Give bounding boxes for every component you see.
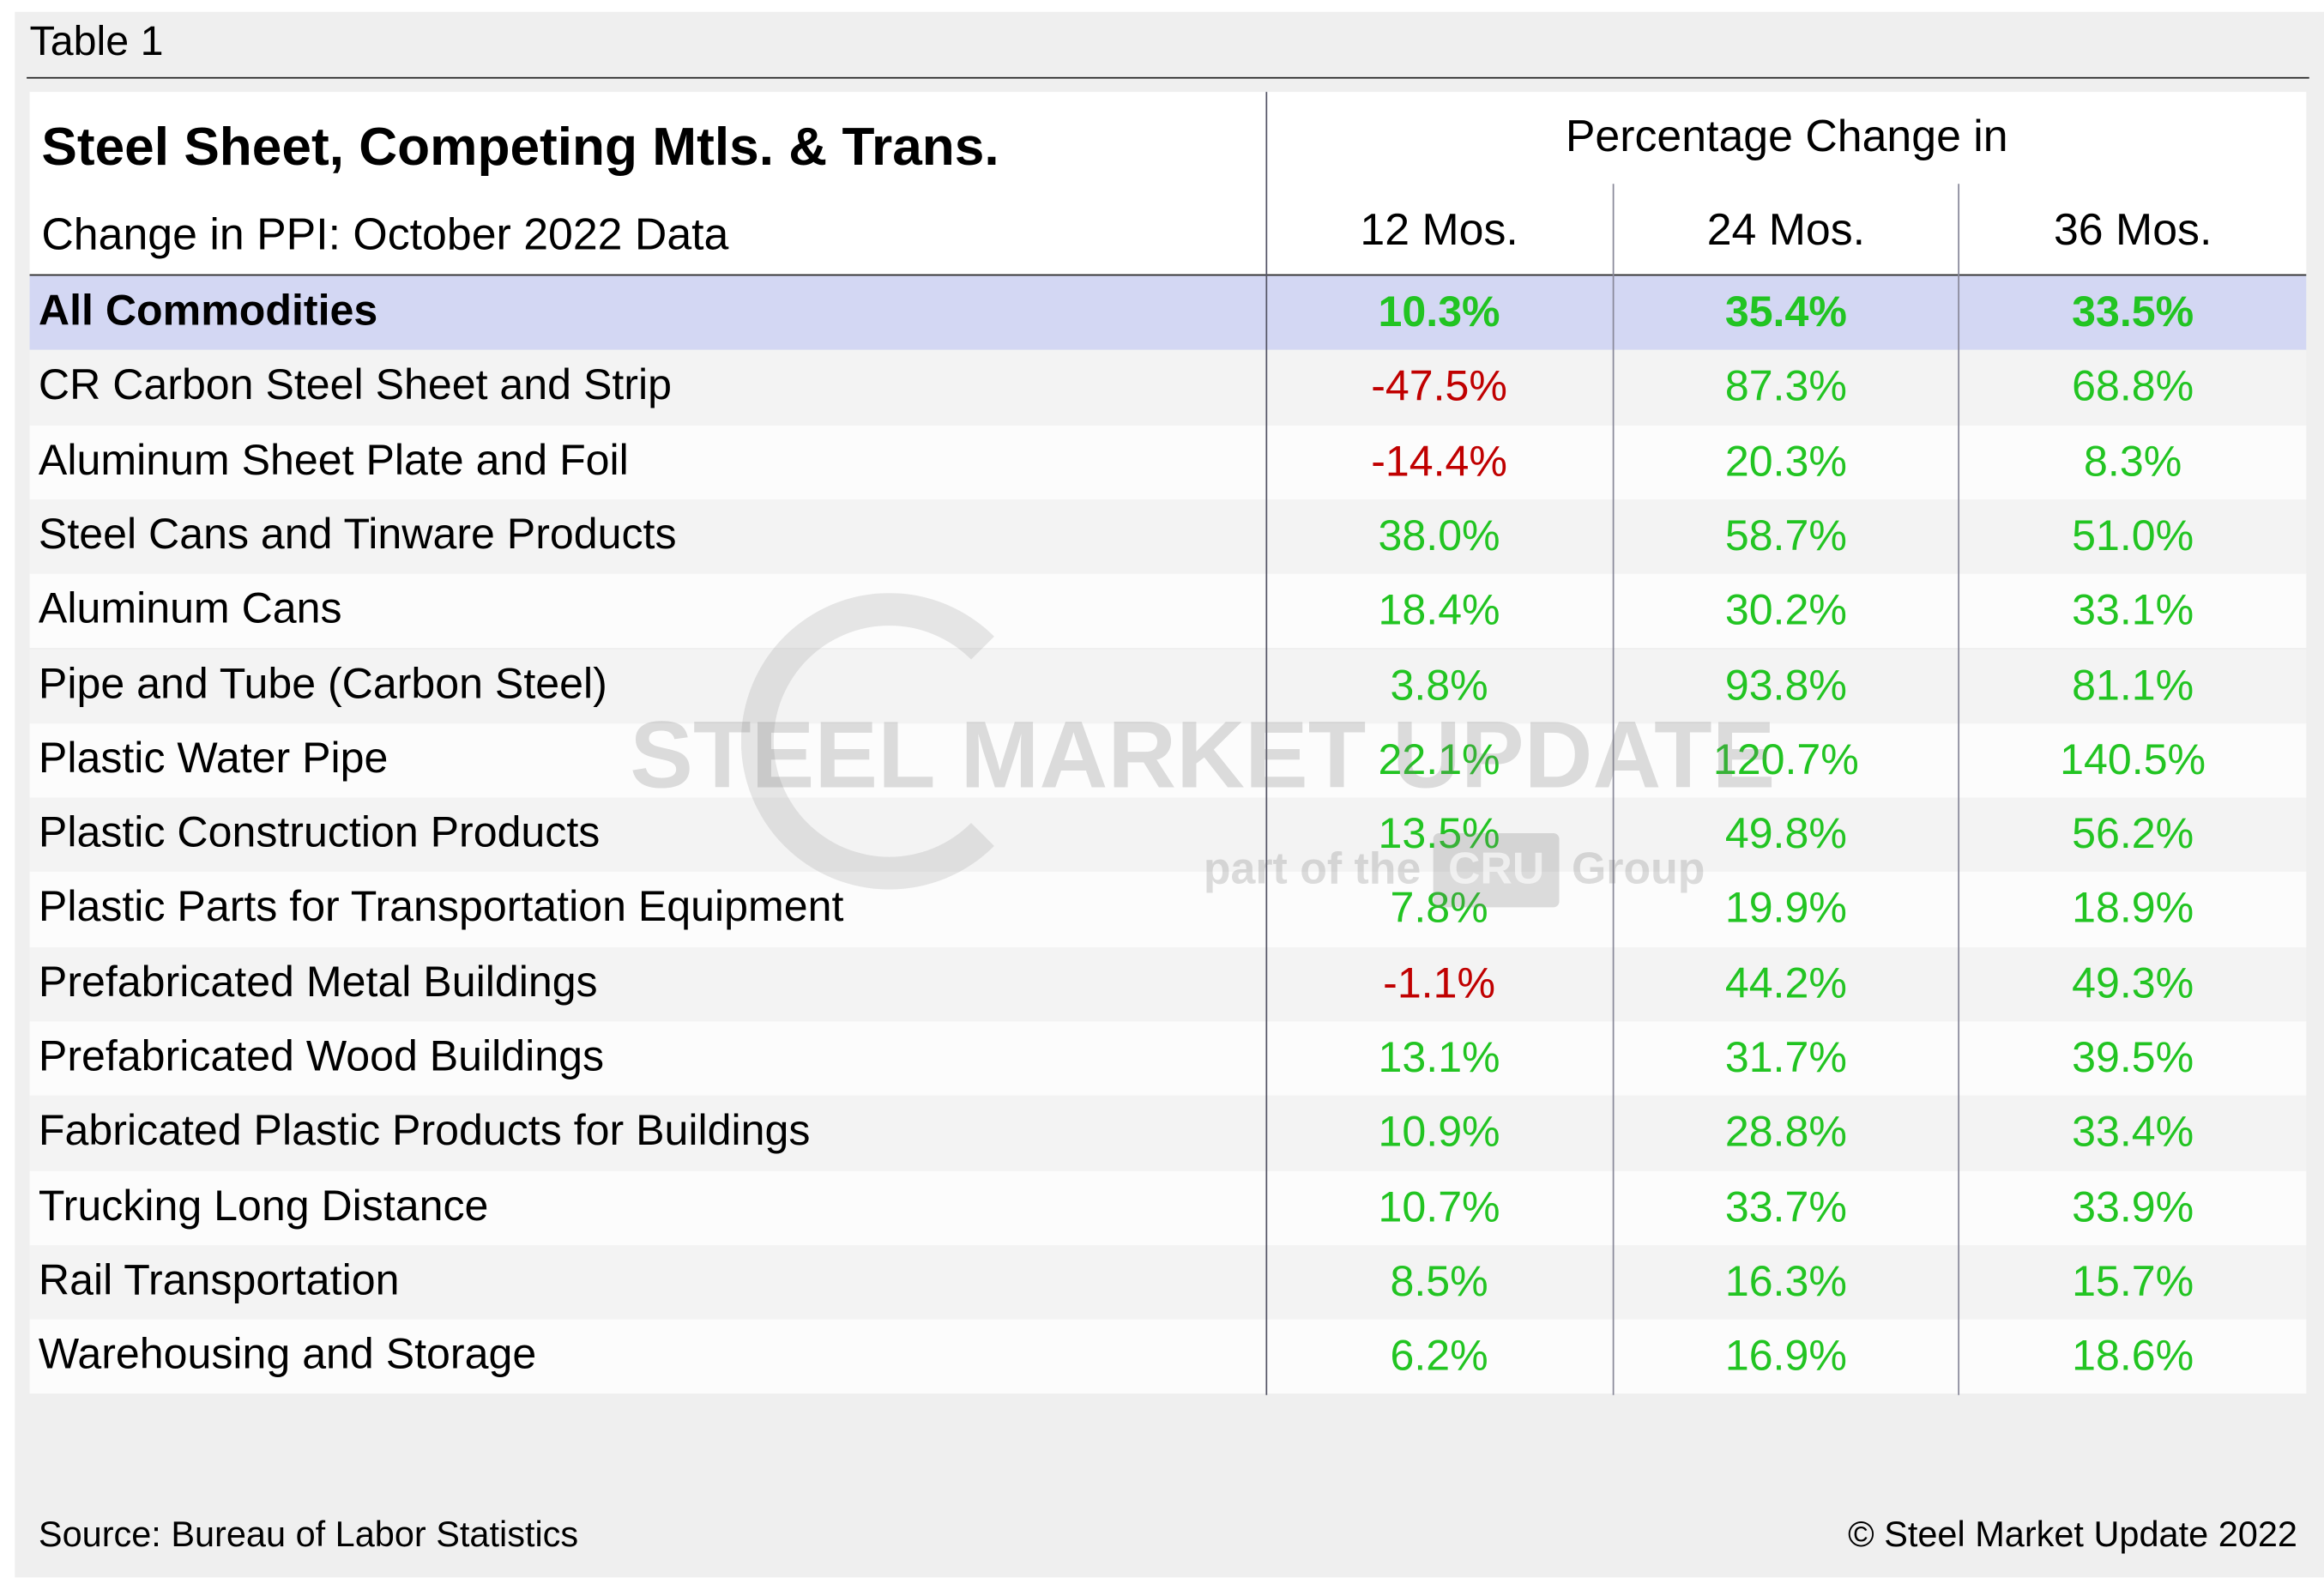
- copyright: © Steel Market Update 2022: [1848, 1515, 2297, 1556]
- table-label: Table 1: [29, 17, 164, 64]
- cell-value: 120.7%: [1712, 736, 1859, 784]
- row-label: Fabricated Plastic Products for Building…: [38, 1108, 811, 1156]
- cell-value: 30.2%: [1724, 587, 1847, 635]
- cell-value: 8.5%: [1390, 1258, 1488, 1306]
- cell-value: 33.1%: [2072, 587, 2194, 635]
- rule: [27, 76, 2309, 79]
- cell-value: 18.6%: [2072, 1333, 2194, 1381]
- row-label: Prefabricated Metal Buildings: [38, 958, 598, 1007]
- cell-value: 22.1%: [1378, 736, 1500, 784]
- table-row: [29, 350, 2307, 426]
- cell-value: 10.9%: [1378, 1109, 1500, 1158]
- cell-value: 6.2%: [1390, 1333, 1488, 1381]
- cell-value: 44.2%: [1724, 960, 1847, 1008]
- column-divider: [1958, 184, 1960, 1395]
- cell-value: 8.3%: [2084, 438, 2182, 486]
- cell-value: 16.3%: [1724, 1258, 1847, 1306]
- row-label: Aluminum Cans: [38, 585, 342, 634]
- watermark-tagline: part of the CRU Group: [1203, 832, 1705, 908]
- cell-value: -1.1%: [1383, 960, 1496, 1008]
- row-label: Rail Transportation: [38, 1256, 400, 1305]
- table-row: [29, 499, 2307, 574]
- cell-value: 3.8%: [1390, 662, 1488, 710]
- header-bg: [29, 92, 2307, 275]
- cell-value: 7.8%: [1390, 886, 1488, 934]
- cell-value: 56.2%: [2072, 811, 2194, 859]
- cell-value: -14.4%: [1371, 438, 1507, 486]
- cell-value: 13.1%: [1378, 1034, 1500, 1083]
- cell-value: 13.5%: [1378, 811, 1500, 859]
- cell-value: 10.7%: [1378, 1183, 1500, 1232]
- cell-value: 28.8%: [1724, 1109, 1847, 1158]
- column-divider: [1265, 92, 1268, 1395]
- cell-value: 33.4%: [2072, 1109, 2194, 1158]
- table-subtitle: Change in PPI: October 2022 Data: [41, 210, 729, 260]
- cell-value: -47.5%: [1371, 363, 1507, 412]
- row-label: All Commodities: [38, 287, 378, 336]
- table-row: [29, 946, 2307, 1022]
- row-label: CR Carbon Steel Sheet and Strip: [38, 362, 672, 410]
- table-row: [29, 648, 2307, 723]
- table-row: [29, 1096, 2307, 1171]
- column-group: Percentage Change in: [1565, 112, 2008, 162]
- row-label: Pipe and Tube (Carbon Steel): [38, 660, 607, 708]
- cell-value: 38.0%: [1378, 512, 1500, 560]
- table-row: [29, 275, 2307, 351]
- table-row: [29, 425, 2307, 500]
- cell-value: 51.0%: [2072, 512, 2194, 560]
- cell-value: 19.9%: [1724, 886, 1847, 934]
- cell-value: 16.9%: [1724, 1333, 1847, 1381]
- cell-value: 33.5%: [2072, 288, 2194, 337]
- cell-value: 93.8%: [1724, 662, 1847, 710]
- column-divider: [1612, 184, 1615, 1395]
- table-row: [29, 1170, 2307, 1246]
- watermark-name: STEEL MARKET UPDATE: [630, 701, 1776, 808]
- table-row: [29, 872, 2307, 947]
- cell-value: 49.3%: [2072, 960, 2194, 1008]
- table-row: [29, 1021, 2307, 1097]
- row-label: Trucking Long Distance: [38, 1182, 489, 1230]
- cell-value: 33.7%: [1724, 1183, 1847, 1232]
- column-header: 36 Mos.: [2053, 206, 2212, 256]
- row-label: Plastic Water Pipe: [38, 735, 389, 783]
- cell-value: 18.9%: [2072, 886, 2194, 934]
- row-label: Prefabricated Wood Buildings: [38, 1033, 605, 1081]
- table-row: [29, 573, 2307, 649]
- row-label: Warehousing and Storage: [38, 1331, 537, 1380]
- column-header: 12 Mos.: [1360, 206, 1518, 256]
- cell-value: 58.7%: [1724, 512, 1847, 560]
- table-row: [29, 1245, 2307, 1320]
- row-label: Plastic Parts for Transportation Equipme…: [38, 884, 844, 932]
- cell-value: 31.7%: [1724, 1034, 1847, 1083]
- source: Source: Bureau of Labor Statistics: [38, 1515, 579, 1556]
- row-label: Aluminum Sheet Plate and Foil: [38, 436, 629, 485]
- watermark-logo: CRU: [1433, 832, 1560, 908]
- watermark-text: Group: [1571, 844, 1705, 894]
- cell-value: 81.1%: [2072, 662, 2194, 710]
- cell-value: 20.3%: [1724, 438, 1847, 486]
- column-header: 24 Mos.: [1706, 206, 1866, 256]
- header-rule: [29, 274, 2307, 276]
- cell-value: 10.3%: [1378, 288, 1500, 337]
- row-label: Plastic Construction Products: [38, 809, 601, 857]
- cell-value: 18.4%: [1378, 587, 1500, 635]
- table-row: [29, 722, 2307, 798]
- cell-value: 33.9%: [2072, 1183, 2194, 1232]
- cell-value: 87.3%: [1724, 363, 1847, 412]
- table-title: Steel Sheet, Competing Mtls. & Trans.: [41, 115, 999, 177]
- cell-value: 15.7%: [2072, 1258, 2194, 1306]
- cell-value: 39.5%: [2072, 1034, 2194, 1083]
- row-label: Steel Cans and Tinware Products: [38, 511, 677, 559]
- watermark-text: part of the: [1203, 844, 1422, 894]
- cell-value: 140.5%: [2060, 736, 2206, 784]
- cell-value: 68.8%: [2072, 363, 2194, 412]
- cell-value: 35.4%: [1724, 288, 1847, 337]
- table-row: [29, 797, 2307, 873]
- table-row: [29, 1319, 2307, 1394]
- cell-value: 49.8%: [1724, 811, 1847, 859]
